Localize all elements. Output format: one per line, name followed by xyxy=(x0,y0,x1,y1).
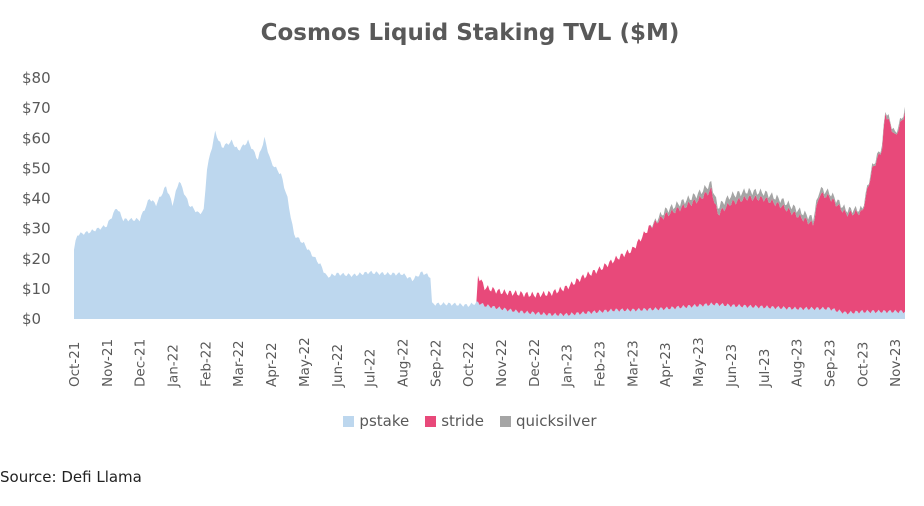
y-tick-label: $40 xyxy=(22,190,51,208)
x-tick-label: Jan-22 xyxy=(166,344,182,388)
legend-swatch xyxy=(343,415,355,427)
legend-label: pstake xyxy=(359,412,410,430)
x-tick-label: Oct-23 xyxy=(855,342,871,387)
legend: pstake stride quicksilver xyxy=(0,412,924,430)
x-tick-label: Aug-23 xyxy=(790,339,806,387)
x-tick-label: Jun-22 xyxy=(330,344,346,388)
y-tick-label: $60 xyxy=(22,129,51,147)
x-tick-label: Dec-22 xyxy=(527,339,543,387)
x-tick-label: Oct-22 xyxy=(461,342,477,387)
y-tick-label: $70 xyxy=(22,99,51,117)
x-tick-label: May-22 xyxy=(297,337,313,387)
x-tick-label: Feb-22 xyxy=(198,341,214,387)
source-note: Source: Defi Llama xyxy=(0,468,142,486)
x-tick-label: Jul-22 xyxy=(363,349,379,388)
legend-item-stride: stride xyxy=(425,412,484,430)
legend-label: stride xyxy=(441,412,484,430)
x-tick-label: Jan-23 xyxy=(560,344,576,388)
x-tick-label: Aug-22 xyxy=(395,339,411,387)
x-tick-label: Sep-23 xyxy=(822,340,838,388)
x-tick-label: Feb-23 xyxy=(593,341,609,387)
x-tick-label: Mar-22 xyxy=(231,340,247,387)
area-stride xyxy=(74,111,905,317)
y-tick-label: $30 xyxy=(22,220,51,238)
y-tick-label: $10 xyxy=(22,280,51,298)
x-tick-label: Sep-22 xyxy=(428,340,444,388)
legend-item-quicksilver: quicksilver xyxy=(500,412,597,430)
legend-label: quicksilver xyxy=(516,412,597,430)
legend-swatch xyxy=(500,415,511,427)
y-tick-label: $20 xyxy=(22,250,51,268)
x-tick-label: Nov-22 xyxy=(494,339,510,387)
x-tick-label: Jul-23 xyxy=(757,349,773,388)
x-tick-label: Nov-23 xyxy=(888,339,904,387)
chart-title: Cosmos Liquid Staking TVL ($M) xyxy=(260,20,680,46)
area-pstake xyxy=(74,130,905,319)
y-tick-label: $0 xyxy=(22,310,41,328)
x-tick-label: Jun-23 xyxy=(724,344,740,388)
x-tick-label: May-23 xyxy=(691,337,707,387)
y-tick-label: $50 xyxy=(22,159,51,177)
x-tick-label: Oct-21 xyxy=(67,342,83,387)
legend-item-pstake: pstake xyxy=(343,412,409,430)
x-tick-label: Dec-21 xyxy=(133,339,149,387)
x-tick-label: Apr-23 xyxy=(658,342,674,387)
legend-swatch xyxy=(425,415,437,427)
x-tick-label: Nov-21 xyxy=(100,339,116,387)
y-tick-label: $80 xyxy=(22,69,51,87)
x-tick-label: Mar-23 xyxy=(625,340,641,387)
x-tick-label: Apr-22 xyxy=(264,342,280,387)
